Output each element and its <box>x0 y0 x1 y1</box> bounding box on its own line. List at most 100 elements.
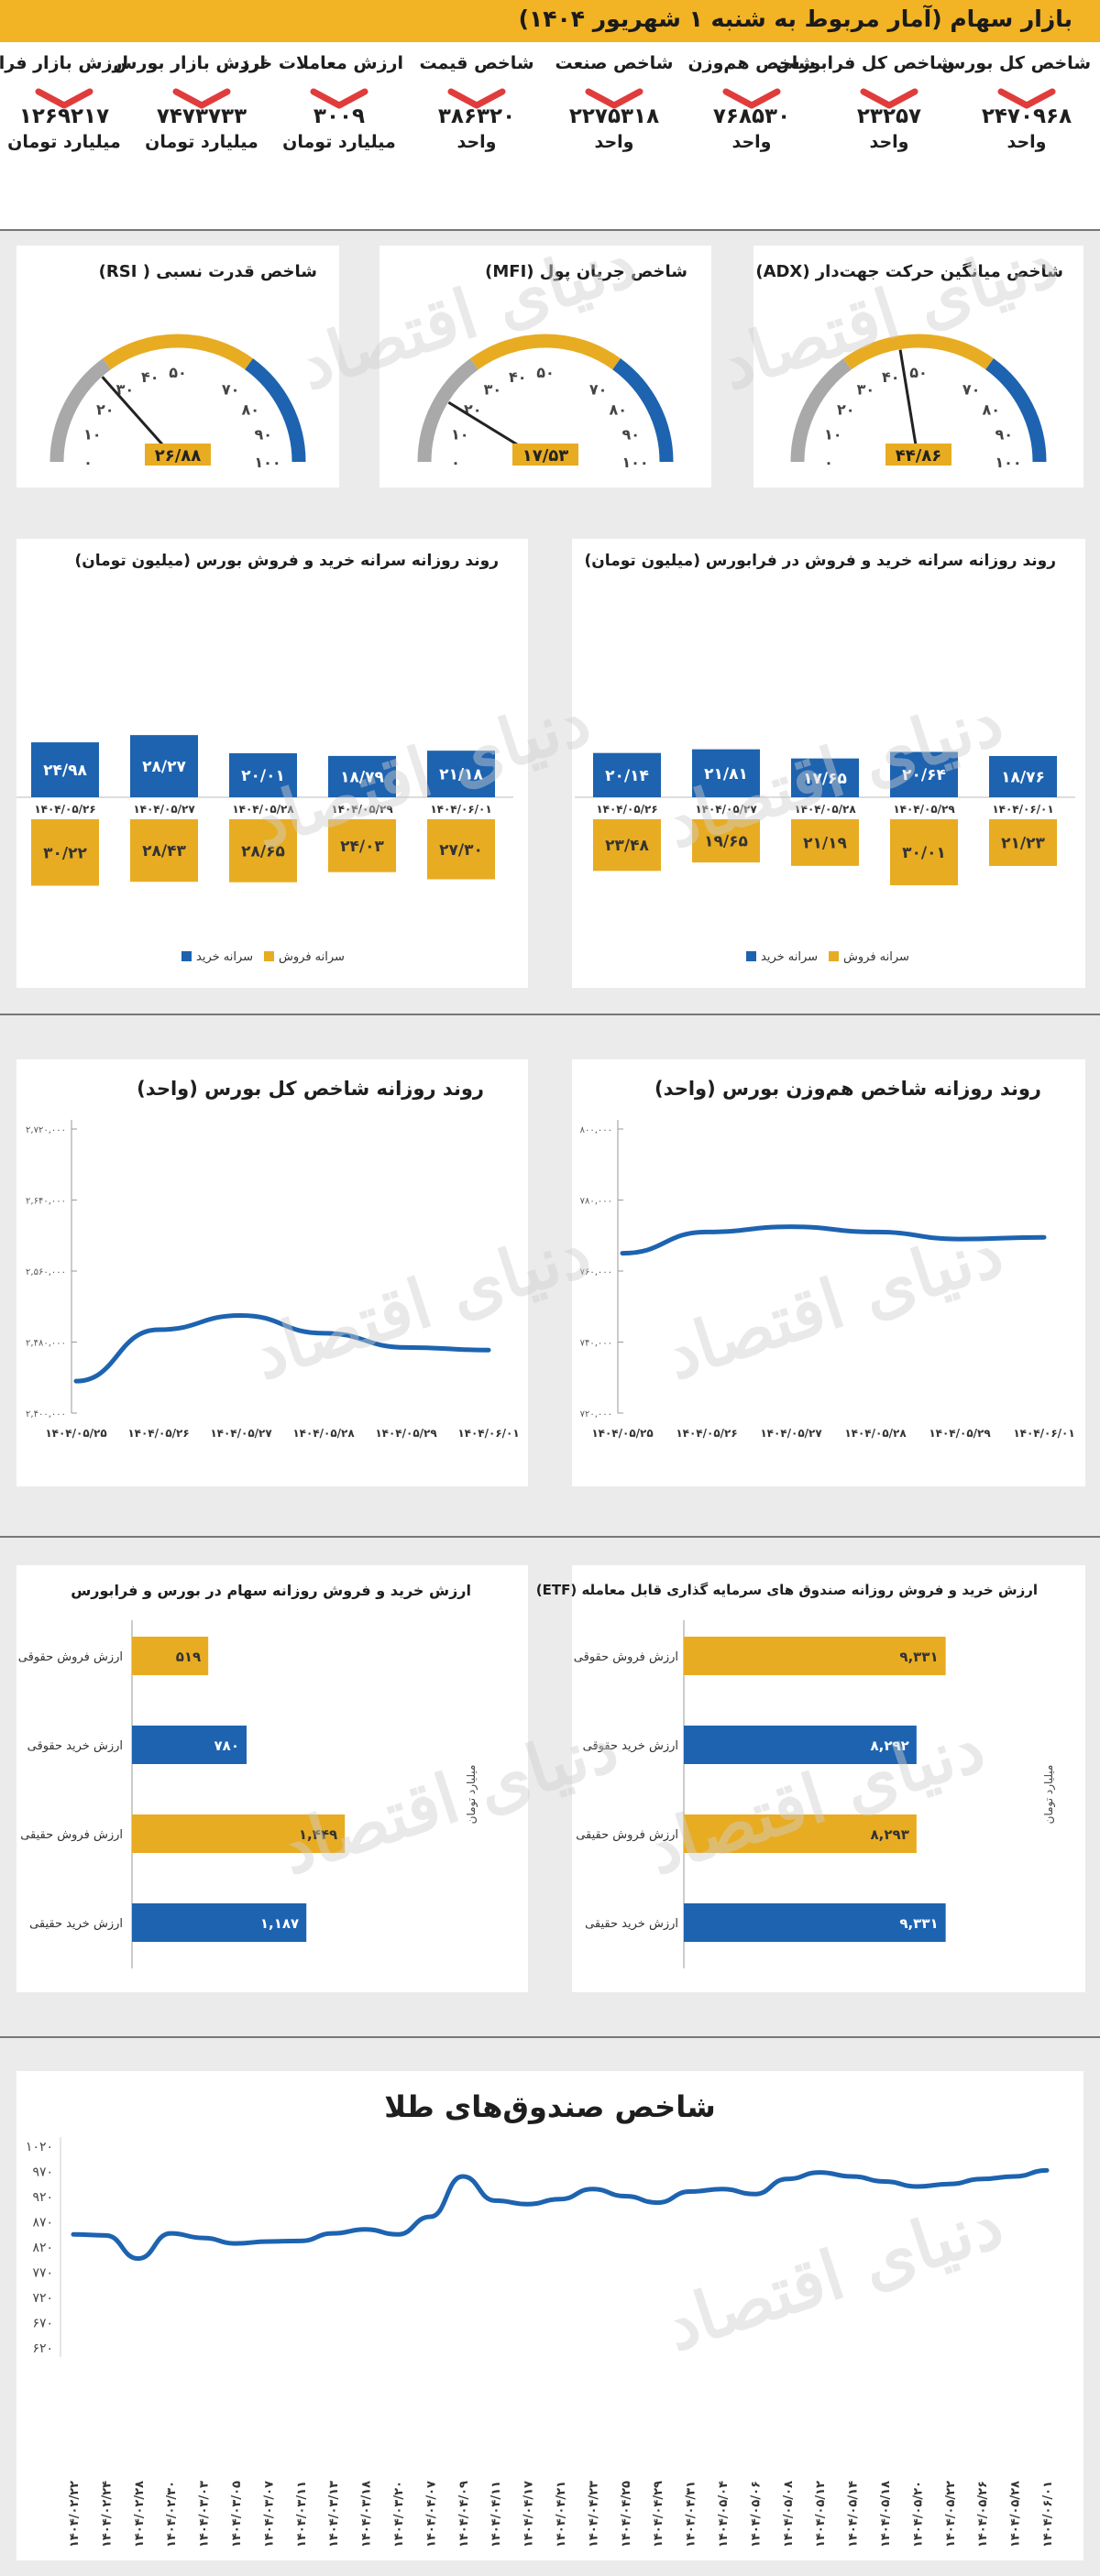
equal-weight-trend-card: روند روزانه شاخص هم‌وزن بورس (واحد) ۷۲۰,… <box>572 1059 1085 1486</box>
x-tick-label: ۱۴۰۴/۰۶/۰۱ <box>1041 2481 1055 2548</box>
bar-buy <box>890 751 958 797</box>
gauge-tick-label: ۱۰۰ <box>622 454 648 471</box>
bar-sell-label: ۲۱/۱۹ <box>803 834 847 852</box>
hbar <box>132 1637 209 1675</box>
bar-sell-label: ۳۰/۲۲ <box>43 844 87 862</box>
stat-label: شاخص صنعت <box>555 53 674 73</box>
y-tick-label: ۷۲۰ <box>32 2291 53 2306</box>
chart-title: ارزش خرید و فروش روزانه سهام در بورس و ف… <box>71 1582 471 1599</box>
tedpix-trend-card: روند روزانه شاخص کل بورس (واحد) ۲,۴۰۰,۰۰… <box>16 1059 528 1486</box>
y-tick-label: ۸۷۰ <box>32 2216 53 2231</box>
y-tick-label: ۶۷۰ <box>32 2317 53 2331</box>
x-tick-label: ۱۴۰۴/۰۵/۲۷ <box>210 1427 272 1440</box>
page-title: بازار سهام (آمار مربوط به شنبه ۱ شهریور … <box>518 5 1072 32</box>
bar-sell-label: ۱۹/۶۵ <box>704 833 748 851</box>
x-tick-label: ۱۴۰۴/۰۵/۱۲ <box>814 2481 828 2548</box>
bar-buy <box>791 758 859 797</box>
x-tick-label: ۱۴۰۴/۰۳/۱۸ <box>360 2481 374 2548</box>
category-label: ۱۴۰۴/۰۵/۲۸ <box>232 803 294 816</box>
stat-unit: واحد <box>456 132 497 152</box>
stat-bourse-cap: ارزش بازار بورس ۷۴۷۳۷۳۳ میلیارد تومان <box>113 53 266 191</box>
bar-buy-label: ۲۱/۸۱ <box>704 765 748 784</box>
stat-label: شاخص کل بورس <box>941 53 1091 73</box>
bar-buy-label: ۱۸/۷۶ <box>1001 768 1045 786</box>
stock-trade-value-chart: ۵۱۹ ارزش فروش حقوقی ۷۸۰ ارزش خرید حقوقی ۱,۴۴… <box>18 1620 478 1968</box>
x-tick-label: ۱۴۰۴/۰۵/۲۶ <box>976 2481 990 2548</box>
x-tick-label: ۱۴۰۴/۰۴/۲۹ <box>652 2481 666 2548</box>
gold-funds-section: شاخص صندوق‌های طلا ۶۲۰ ۶۷۰ ۷۲۰ ۷۷۰ ۸۲۰ ۸۷۰ ۹۲۰… <box>0 2038 1100 2576</box>
hbar-category-label: ارزش فروش حقیقی <box>576 1828 678 1842</box>
legend-swatch-sell <box>264 951 274 961</box>
bar-sell-label: ۳۰/۰۱ <box>902 844 946 862</box>
y-tick-label: ۶۲۰ <box>32 2341 53 2356</box>
gauge-tick-label: ۳۰ <box>484 381 502 399</box>
x-tick-label: ۱۴۰۴/۰۵/۲۰ <box>911 2481 925 2548</box>
category-label: ۱۴۰۴/۰۵/۲۷ <box>133 803 195 816</box>
gold-funds-chart: ۶۲۰ ۶۷۰ ۷۲۰ ۷۷۰ ۸۲۰ ۸۷۰ ۹۲۰ ۹۷۰ ۱۰۲۰ ۱۴۰۴/۰۲/۲۲ ۱۴… <box>26 2137 1055 2548</box>
stat-unit: واحد <box>869 132 909 152</box>
chevron-down-icon <box>310 88 368 109</box>
equal-weight-trend-chart: ۷۲۰,۰۰۰ ۷۴۰,۰۰۰ ۷۶۰,۰۰۰ ۷۸۰,۰۰۰ ۸۰۰,۰۰۰ ۱۴۰۴/… <box>580 1120 1075 1440</box>
gauge-tick-label: ۷۰ <box>962 381 981 399</box>
stat-unit: واحد <box>594 132 634 152</box>
bar-buy-label: ۲۰/۰۱ <box>241 767 285 785</box>
hbar-category-label: ارزش خرید حقیقی <box>585 1917 678 1931</box>
chevron-down-icon <box>722 88 781 109</box>
hbar-value-label: ۷۸۰ <box>214 1737 239 1754</box>
gauge-value-label: ۲۶/۸۸ <box>155 446 202 466</box>
y-tick-label: ۹۲۰ <box>32 2190 53 2205</box>
bar-sell-label: ۲۸/۶۵ <box>241 842 285 860</box>
chevron-down-icon <box>585 88 644 109</box>
farabourse-per-capita-card: روند روزانه سرانه خرید و فروش در فرابورس… <box>572 539 1085 988</box>
stat-price-index: شاخص قیمت ۳۸۶۳۲۰ واحد <box>412 53 541 191</box>
stat-unit: میلیارد تومان <box>7 132 121 152</box>
bar-buy-label: ۲۸/۲۷ <box>142 758 186 776</box>
stat-unit: واحد <box>1006 132 1047 152</box>
gauge-tick-label: ۴۰ <box>509 368 527 386</box>
hbar-value-label: ۸,۲۹۲ <box>871 1737 909 1754</box>
gauge-band-mid <box>103 334 253 370</box>
x-tick-label: ۱۴۰۴/۰۳/۰۳ <box>198 2481 212 2548</box>
hbar-value-label: ۵۱۹ <box>176 1649 201 1665</box>
bar-sell <box>692 819 760 863</box>
category-label: ۱۴۰۴/۰۵/۲۹ <box>893 803 955 816</box>
header-bar: بازار سهام (آمار مربوط به شنبه ۱ شهریور … <box>0 0 1100 42</box>
adx-gauge-card: شاخص میانگین حرکت جهت‌دار (ADX) ۰ ۱۰ ۲۰ ۳۰ ۴… <box>754 246 1084 488</box>
x-tick-label: ۱۴۰۴/۰۵/۱۴ <box>847 2481 861 2548</box>
bar-buy <box>427 751 495 797</box>
chevron-down-icon <box>447 88 506 109</box>
category-label: ۱۴۰۴/۰۶/۰۱ <box>992 803 1053 816</box>
index-lines-section: روند روزانه شاخص کل بورس (واحد) ۲,۴۰۰,۰۰… <box>0 1015 1100 1538</box>
bar-sell-label: ۲۱/۲۳ <box>1001 834 1045 852</box>
bar-sell <box>989 819 1057 866</box>
y-tick-label: ۲,۷۲۰,۰۰۰ <box>26 1125 66 1135</box>
x-tick-label: ۱۴۰۴/۰۳/۲۰ <box>392 2481 406 2548</box>
hbar <box>684 1903 946 1942</box>
bar-sell-label: ۲۸/۴۳ <box>142 842 186 860</box>
y-tick-label: ۲,۶۴۰,۰۰۰ <box>26 1197 66 1207</box>
legend-swatch-sell <box>829 951 839 961</box>
unit-label: میلیارد تومان <box>1042 1765 1056 1825</box>
hbar-value-label: ۹,۳۳۱ <box>899 1915 938 1932</box>
x-tick-label: ۱۴۰۴/۰۶/۰۱ <box>457 1427 519 1440</box>
bar-buy-label: ۲۴/۹۸ <box>43 762 87 780</box>
gauge-tick-label: ۰ <box>83 454 93 471</box>
chart-title: شاخص صندوق‌های طلا <box>384 2089 716 2124</box>
etf-trade-value-chart: ۹,۳۳۱ ارزش فروش حقوقی ۸,۲۹۲ ارزش خرید حقوقی… <box>574 1620 1056 1968</box>
hbar-category-label: ارزش خرید حقوقی <box>28 1739 123 1753</box>
gauge-tick-label: ۵۰ <box>909 364 928 381</box>
bar-sell <box>31 819 99 886</box>
gauge-value-box <box>886 444 952 466</box>
gauge-tick-label: ۴۰ <box>882 368 900 386</box>
chart-title: روند روزانه سرانه خرید و فروش بورس (میلی… <box>74 552 499 570</box>
gauge-tick-label: ۲۰ <box>464 400 482 418</box>
y-tick-label: ۲,۵۶۰,۰۰۰ <box>26 1267 66 1277</box>
bar-buy <box>31 742 99 797</box>
stats-row: شاخص کل بورس ۲۴۷۰۹۶۸ واحد شاخص کل فرابور… <box>0 53 1100 191</box>
x-tick-label: ۱۴۰۴/۰۵/۲۸ <box>1009 2481 1023 2548</box>
bar-buy <box>593 752 661 797</box>
stat-label: ارزش معاملات خرد <box>239 53 403 73</box>
legend-swatch-buy <box>746 951 756 961</box>
hbar-value-label: ۸,۲۹۳ <box>871 1826 909 1843</box>
